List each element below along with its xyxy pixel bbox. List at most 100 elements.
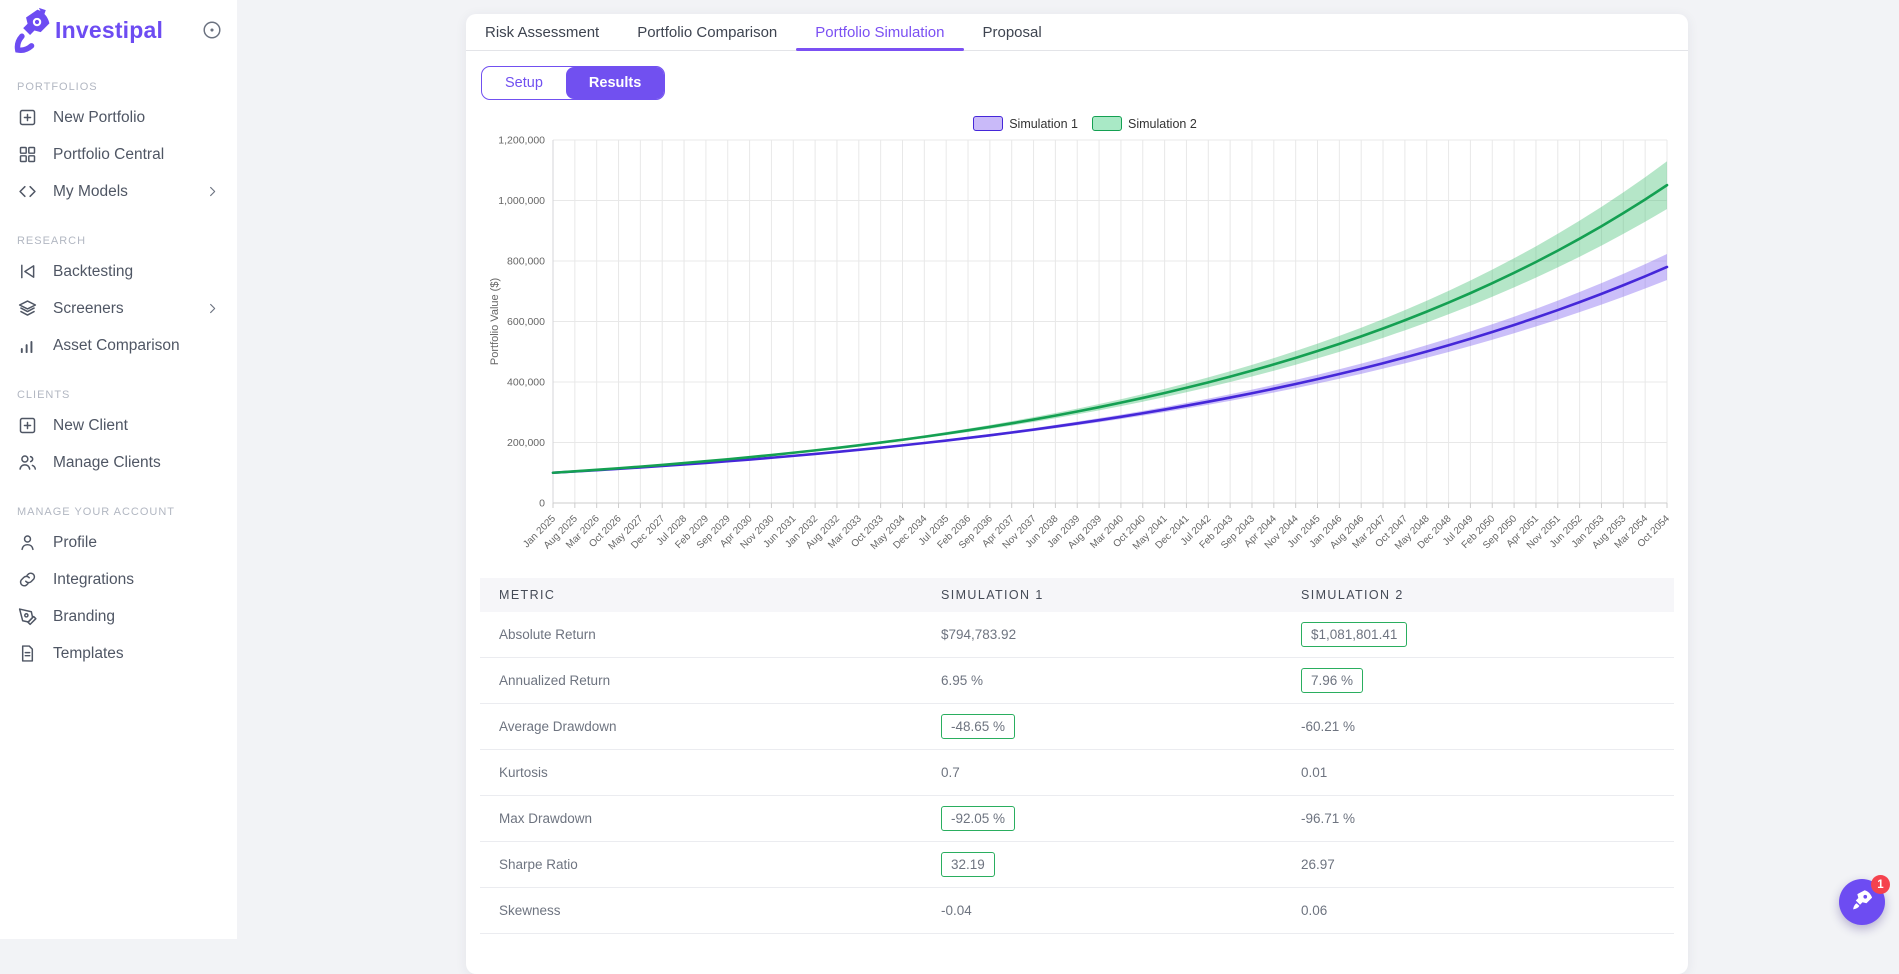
sidebar-collapse-icon[interactable] (201, 19, 223, 41)
sidebar-item-new-portfolio[interactable]: New Portfolio (0, 99, 237, 136)
table-row-max-drawdown: Max Drawdown -92.05 % -96.71 % (480, 796, 1674, 842)
sidebar-item-templates[interactable]: Templates (0, 635, 237, 672)
sidebar-item-asset-comparison[interactable]: Asset Comparison (0, 327, 237, 364)
legend-swatch-icon (1092, 116, 1122, 131)
main-card: Risk Assessment Portfolio Comparison Portf… (466, 14, 1688, 974)
series-line-simulation-1 (551, 265, 1669, 475)
sidebar-item-integrations[interactable]: Integrations (0, 561, 237, 598)
rocket-fab-icon (1849, 887, 1875, 918)
cell-sim2-kurtosis: 0.01 (1301, 765, 1328, 780)
y-tick-label: 0 (539, 498, 545, 510)
best-value-badge: 32.19 (941, 852, 995, 877)
chevron-right-icon (205, 301, 220, 316)
best-value-badge: -92.05 % (941, 806, 1016, 831)
cell-metric-average-drawdown: Average Drawdown (499, 719, 617, 734)
best-value-badge: $1,081,801.41 (1301, 622, 1408, 647)
sidebar-nav: PORTFOLIOS New Portfolio Portfolio Central… (0, 81, 237, 672)
table-row-skewness: Skewness -0.04 0.06 (480, 888, 1674, 934)
setup-results-toggle: Setup Results (481, 66, 666, 100)
y-tick-label: 800,000 (507, 256, 545, 268)
sidebar-item-label: Backtesting (53, 262, 134, 280)
cell-metric-max-drawdown: Max Drawdown (499, 811, 593, 826)
table-row-average-drawdown: Average Drawdown -48.65 % -60.21 % (480, 704, 1674, 750)
brand-name: Investipal (55, 16, 164, 43)
table-row-sharpe-ratio: Sharpe Ratio 32.19 26.97 (480, 842, 1674, 888)
sidebar-item-label: New Portfolio (53, 108, 146, 126)
cell-sim2-max-drawdown: -96.71 % (1301, 811, 1356, 826)
sidebar-item-label: Asset Comparison (53, 336, 180, 354)
legend-item-simulation-2[interactable]: Simulation 2 (1092, 116, 1197, 131)
sidebar-item-branding[interactable]: Branding (0, 598, 237, 635)
results-toggle-button[interactable]: Results (565, 67, 665, 99)
sidebar-section-heading-portfolios: PORTFOLIOS (17, 81, 98, 93)
best-value-badge: -48.65 % (941, 714, 1016, 739)
sidebar-item-screeners[interactable]: Screeners (0, 290, 237, 327)
sidebar-item-label: Branding (53, 607, 116, 625)
legend-swatch-icon (973, 116, 1004, 131)
tab-portfolio-simulation[interactable]: Portfolio Simulation (796, 14, 964, 51)
code-icon (17, 181, 38, 202)
sidebar-item-label: Templates (53, 644, 124, 662)
sidebar-section-heading-research: RESEARCH (17, 235, 87, 247)
cell-sim1-kurtosis: 0.7 (941, 765, 960, 780)
tab-risk-assessment[interactable]: Risk Assessment (485, 24, 600, 41)
y-tick-label: 200,000 (507, 437, 545, 449)
layers-icon (17, 298, 38, 319)
bar-chart-icon (17, 335, 38, 356)
cell-sim2-annualized-return: 7.96 % (1282, 668, 1674, 693)
sidebar-item-label: My Models (53, 182, 128, 200)
sidebar-item-my-models[interactable]: My Models (0, 173, 237, 210)
sidebar-item-label: Screeners (53, 299, 124, 317)
confidence-band-simulation-2 (553, 161, 1667, 473)
cell-sim2-average-drawdown: -60.21 % (1301, 719, 1356, 734)
sidebar-item-backtesting[interactable]: Backtesting (0, 253, 237, 290)
cell-sim2-skewness: 0.06 (1301, 903, 1328, 918)
best-value-badge: 7.96 % (1301, 668, 1364, 693)
sidebar-item-label: Profile (53, 533, 97, 551)
notification-badge: 1 (1871, 875, 1890, 894)
cell-metric-sharpe-ratio: Sharpe Ratio (499, 857, 578, 872)
column-header-simulation-2: SIMULATION 2 (1301, 588, 1404, 602)
assistant-fab-button[interactable]: 1 (1839, 875, 1890, 925)
legend-label: Simulation 1 (1009, 116, 1078, 131)
cell-sim1-max-drawdown: -92.05 % (922, 806, 1282, 831)
tab-portfolio-comparison[interactable]: Portfolio Comparison (637, 24, 778, 41)
legend-label: Simulation 2 (1128, 116, 1197, 131)
y-tick-label: 1,000,000 (498, 195, 545, 207)
user-icon (17, 532, 38, 553)
sidebar-item-portfolio-central[interactable]: Portfolio Central (0, 136, 237, 173)
table-row-absolute-return: Absolute Return $794,783.92 $1,081,801.41 (480, 612, 1674, 658)
rocket-logo-icon (10, 6, 54, 54)
legend-item-simulation-1[interactable]: Simulation 1 (973, 116, 1078, 131)
sidebar-item-profile[interactable]: Profile (0, 524, 237, 561)
metrics-table-body: Absolute Return $794,783.92 $1,081,801.41 A… (480, 612, 1674, 934)
cell-metric-skewness: Skewness (499, 903, 561, 918)
sidebar-item-new-client[interactable]: New Client (0, 407, 237, 444)
cell-sim1-skewness: -0.04 (941, 903, 972, 918)
cell-sim2-sharpe-ratio: 26.97 (1301, 857, 1335, 872)
sidebar-item-manage-clients[interactable]: Manage Clients (0, 444, 237, 481)
grid-icon (17, 144, 38, 165)
chart-legend: Simulation 1 Simulation 2 (480, 116, 1690, 131)
sidebar-item-label: Integrations (53, 570, 134, 588)
skip-back-icon (17, 261, 38, 282)
column-header-metric: METRIC (499, 588, 556, 602)
users-icon (17, 452, 38, 473)
sidebar-item-label: New Client (53, 416, 128, 434)
sidebar-item-label: Manage Clients (53, 453, 161, 471)
sidebar: Investipal PORTFOLIOS New Portfolio Portfo… (0, 0, 237, 939)
cell-sim1-annualized-return: 6.95 % (941, 673, 984, 688)
metrics-table: METRIC SIMULATION 1 SIMULATION 2 Absolute … (480, 578, 1674, 934)
y-tick-label: 400,000 (507, 377, 545, 389)
link-icon (17, 569, 38, 590)
cell-metric-absolute-return: Absolute Return (499, 627, 596, 642)
cell-sim1-average-drawdown: -48.65 % (922, 714, 1282, 739)
setup-toggle-button[interactable]: Setup (482, 67, 566, 99)
chart-canvas[interactable]: 0 200,000 400,000 600,000 800,000 1,000,000 1,… (480, 116, 1690, 568)
cell-metric-kurtosis: Kurtosis (499, 765, 548, 780)
tab-proposal[interactable]: Proposal (982, 24, 1042, 41)
y-tick-label: 1,200,000 (498, 135, 545, 147)
file-icon (17, 643, 38, 664)
table-row-kurtosis: Kurtosis 0.7 0.01 (480, 750, 1674, 796)
table-row-annualized-return: Annualized Return 6.95 % 7.96 % (480, 658, 1674, 704)
